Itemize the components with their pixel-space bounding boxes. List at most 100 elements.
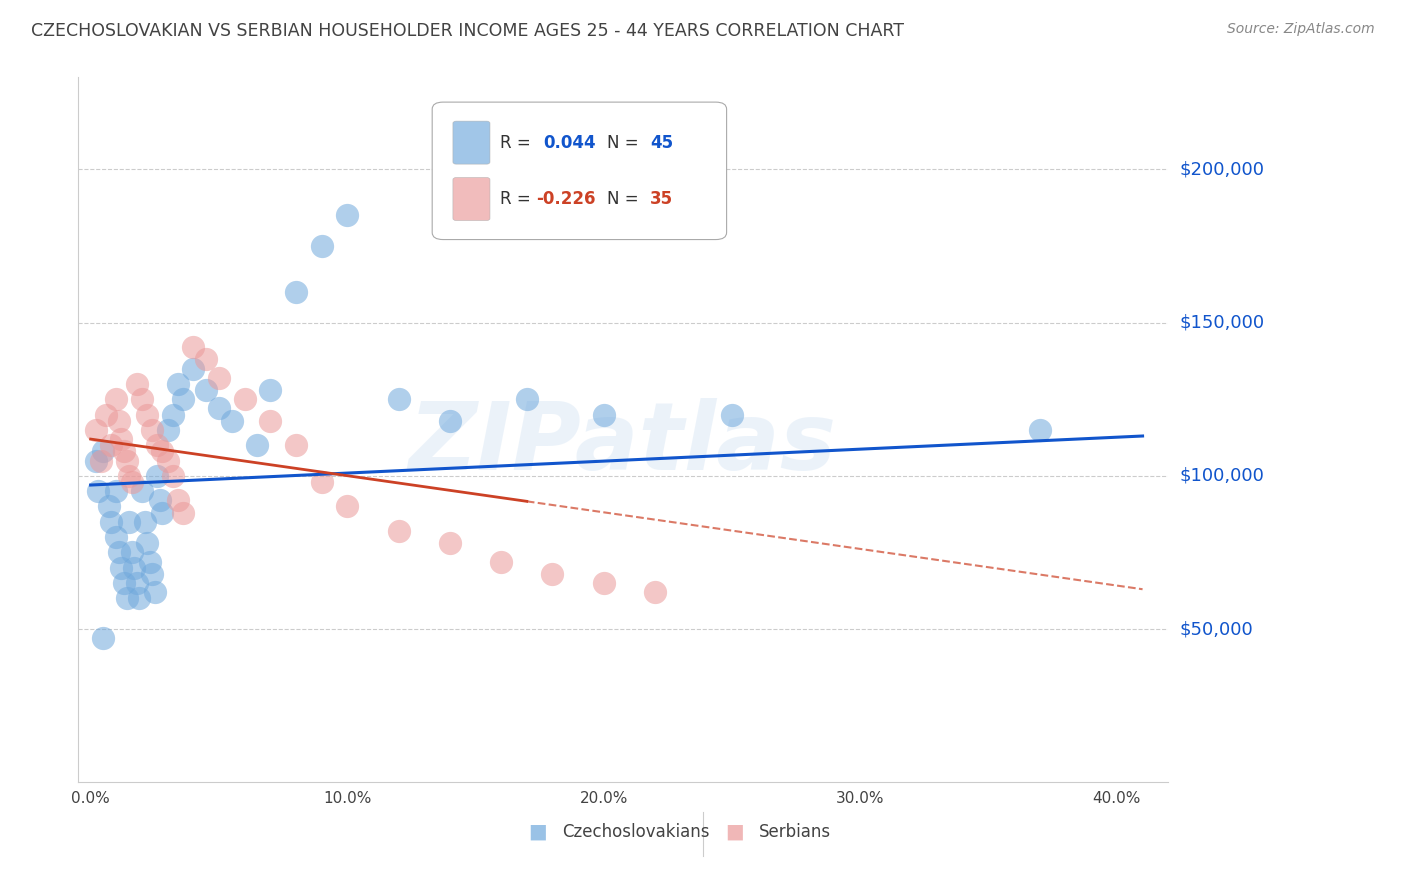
Text: $50,000: $50,000 (1180, 620, 1253, 638)
Text: R =: R = (499, 190, 536, 208)
Text: R =: R = (499, 134, 536, 152)
Text: 45: 45 (650, 134, 673, 152)
Text: N =: N = (606, 134, 644, 152)
Point (125, 376, 148, 391)
Point (84, 453, 107, 467)
Point (141, 566, 163, 581)
Text: ZIPatlas: ZIPatlas (409, 398, 837, 490)
Point (592, 408, 614, 422)
Text: Serbians: Serbians (759, 823, 831, 841)
Point (162, 408, 184, 422)
Point (541, 566, 564, 581)
Point (118, 515, 141, 529)
Point (105, 392, 128, 407)
Point (166, 493, 188, 508)
Point (100, 438, 122, 452)
Point (125, 576, 148, 591)
Point (439, 536, 461, 550)
Point (156, 423, 179, 437)
Point (387, 524, 409, 538)
Point (516, 392, 538, 407)
Point (311, 239, 333, 253)
Text: $100,000: $100,000 (1180, 467, 1264, 485)
Point (284, 285, 307, 299)
Point (134, 515, 156, 529)
Text: ▪: ▪ (527, 818, 548, 847)
Point (1029, 423, 1052, 437)
Point (110, 432, 132, 446)
Point (110, 561, 132, 575)
Text: N =: N = (606, 190, 644, 208)
FancyBboxPatch shape (432, 102, 727, 240)
Point (112, 444, 135, 458)
Point (131, 484, 153, 499)
Point (121, 545, 143, 559)
Point (105, 484, 128, 499)
Point (208, 401, 231, 416)
Point (100, 515, 122, 529)
Point (87, 484, 110, 499)
Point (118, 468, 141, 483)
Text: Czechoslovakians: Czechoslovakians (562, 823, 710, 841)
Point (259, 414, 281, 428)
Text: Source: ZipAtlas.com: Source: ZipAtlas.com (1227, 22, 1375, 37)
Point (146, 468, 169, 483)
Point (284, 438, 307, 452)
Point (721, 408, 744, 422)
FancyBboxPatch shape (453, 121, 489, 164)
FancyBboxPatch shape (453, 178, 489, 220)
Point (152, 444, 174, 458)
Point (128, 591, 150, 606)
Point (172, 392, 194, 407)
Point (172, 506, 194, 520)
Point (181, 340, 204, 354)
Point (94, 408, 117, 422)
Point (122, 561, 145, 575)
Text: 0.044: 0.044 (543, 134, 596, 152)
Point (138, 555, 160, 569)
Text: $150,000: $150,000 (1180, 314, 1264, 332)
Point (156, 453, 179, 467)
Point (90, 453, 112, 467)
Point (97, 500, 120, 514)
Point (439, 414, 461, 428)
Point (121, 475, 143, 489)
Point (195, 383, 218, 397)
Point (141, 423, 163, 437)
Point (387, 392, 409, 407)
Point (181, 361, 204, 376)
Point (644, 585, 666, 599)
Point (84, 423, 107, 437)
Point (136, 408, 159, 422)
Point (143, 585, 166, 599)
Point (146, 438, 169, 452)
Point (221, 414, 243, 428)
Point (112, 576, 135, 591)
Point (131, 392, 153, 407)
Point (152, 506, 174, 520)
Point (115, 591, 138, 606)
Point (195, 352, 218, 367)
Point (105, 530, 128, 544)
Point (162, 468, 184, 483)
Point (108, 545, 131, 559)
Point (93, 632, 115, 646)
Point (115, 453, 138, 467)
Text: CZECHOSLOVAKIAN VS SERBIAN HOUSEHOLDER INCOME AGES 25 - 44 YEARS CORRELATION CHA: CZECHOSLOVAKIAN VS SERBIAN HOUSEHOLDER I… (31, 22, 904, 40)
Point (149, 493, 172, 508)
Point (108, 414, 131, 428)
Text: -0.226: -0.226 (536, 190, 595, 208)
Point (136, 536, 159, 550)
Point (208, 371, 231, 385)
Point (489, 555, 512, 569)
Point (93, 444, 115, 458)
Point (233, 392, 256, 407)
Text: $200,000: $200,000 (1180, 161, 1264, 178)
Point (336, 500, 359, 514)
Point (592, 576, 614, 591)
Point (166, 376, 188, 391)
Text: ▪: ▪ (724, 818, 745, 847)
Point (336, 208, 359, 222)
Point (259, 383, 281, 397)
Text: 35: 35 (650, 190, 673, 208)
